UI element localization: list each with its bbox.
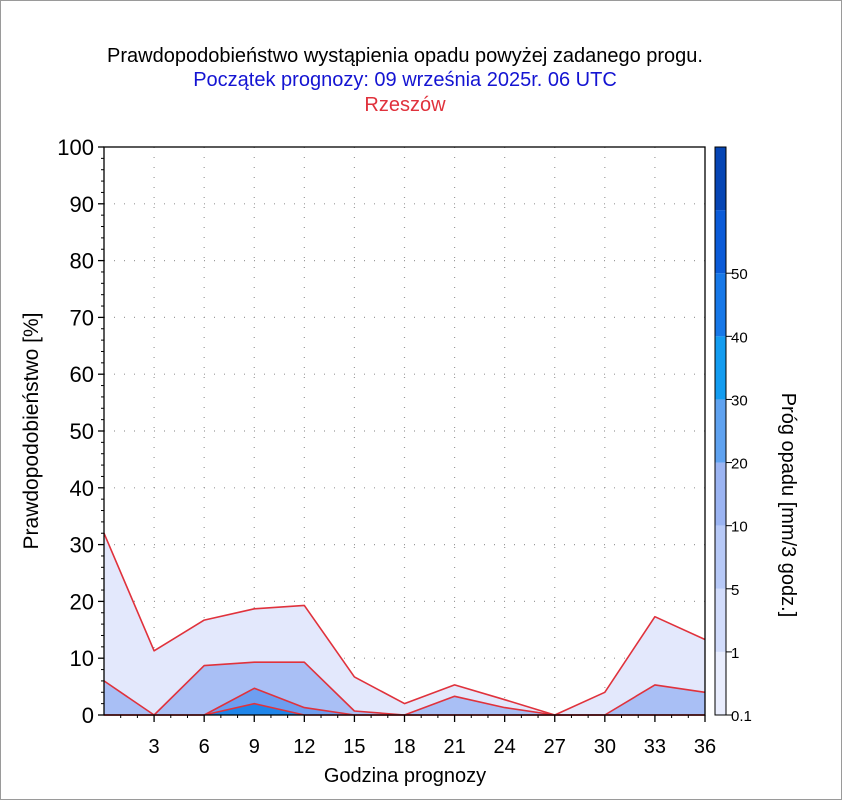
colorbar-tick-label: 50 — [731, 266, 748, 283]
chart-location: Rzeszów — [364, 94, 446, 116]
chart-subtitle: Początek prognozy: 09 września 2025r. 06… — [193, 69, 617, 91]
y-tick-label: 40 — [70, 476, 94, 501]
colorbar-tick-label: 1 — [731, 645, 739, 662]
y-tick-label: 100 — [57, 135, 94, 160]
y-tick-label: 50 — [70, 419, 94, 444]
x-tick-label: 18 — [393, 736, 415, 758]
colorbar-segment — [715, 588, 726, 652]
colorbar-segment — [715, 147, 726, 211]
y-tick-label: 80 — [70, 249, 94, 274]
x-tick-label: 36 — [694, 736, 716, 758]
colorbar-tick-label: 5 — [731, 582, 739, 599]
colorbar-tick-label: 20 — [731, 456, 748, 473]
x-tick-label: 27 — [544, 736, 566, 758]
probability-areas — [104, 533, 705, 715]
x-tick-label: 9 — [249, 736, 260, 758]
x-tick-label: 15 — [343, 736, 365, 758]
y-tick-label: 70 — [70, 305, 94, 330]
colorbar-segment — [715, 336, 726, 400]
colorbar-segment — [715, 651, 726, 715]
colorbar: 0.1 1 5 10 20 30 40 50 — [714, 146, 752, 725]
colorbar-tick-label: 10 — [731, 519, 748, 536]
y-axis-label: Prawdopodobieństwo [%] — [20, 313, 43, 550]
y-tick-label: 20 — [70, 589, 94, 614]
y-tick-label: 30 — [70, 533, 94, 558]
y-tick-label: 0 — [82, 703, 94, 728]
colorbar-segment — [715, 525, 726, 589]
colorbar-tick-label: 30 — [731, 392, 748, 409]
x-tick-label: 30 — [594, 736, 616, 758]
colorbar-label: Próg opadu [mm/3 godz.] — [777, 393, 799, 618]
line-threshold-0-1 — [103, 532, 706, 716]
x-axis-label: Godzina prognozy — [324, 765, 486, 787]
y-tick-label: 60 — [70, 362, 94, 387]
x-tick-label: 24 — [494, 736, 516, 758]
colorbar-tick-label: 40 — [731, 329, 748, 346]
x-tick-label: 21 — [443, 736, 465, 758]
y-tick-label: 90 — [70, 192, 94, 217]
y-tick-label: 10 — [70, 646, 94, 671]
chart-title: Prawdopodobieństwo wystąpienia opadu pow… — [107, 45, 703, 67]
colorbar-frame — [714, 146, 727, 716]
colorbar-segment — [715, 399, 726, 463]
x-tick-label: 6 — [199, 736, 210, 758]
x-tick-label: 3 — [149, 736, 160, 758]
x-tick-label: 12 — [293, 736, 315, 758]
colorbar-segment — [715, 462, 726, 526]
area-threshold-10 — [104, 703, 705, 715]
x-tick-label: 33 — [644, 736, 666, 758]
colorbar-segment — [715, 210, 726, 274]
colorbar-segment — [715, 273, 726, 337]
colorbar-tick-label: 0.1 — [731, 708, 752, 725]
